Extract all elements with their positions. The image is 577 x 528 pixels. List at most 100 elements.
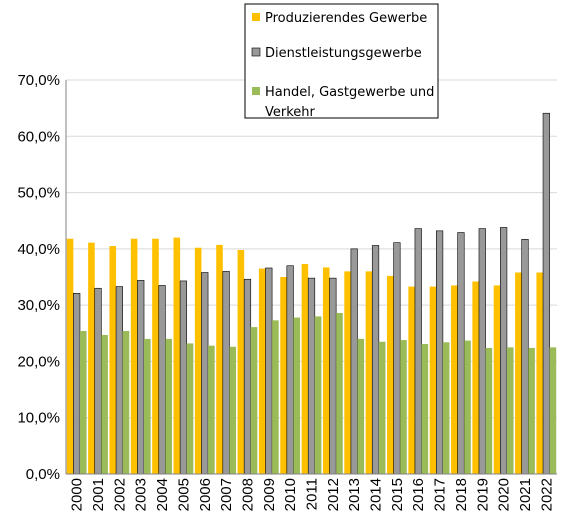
legend-label-produzierendes-gewerbe: Produzierendes Gewerbe xyxy=(265,11,427,26)
bar-produzierendes-gewerbe-2001 xyxy=(88,242,95,474)
bar-produzierendes-gewerbe-2009 xyxy=(258,268,266,474)
bar-dienstleistungsgewerbe-2000 xyxy=(73,293,81,475)
x-tick-label: 2009 xyxy=(261,478,278,511)
x-tick-label: 2008 xyxy=(239,478,256,511)
legend: Produzierendes Gewerbe Dienstleistungsge… xyxy=(244,3,439,120)
bar-handel-gastgewerbe-und-verkehr-2015 xyxy=(400,340,407,474)
legend-frame xyxy=(244,3,439,119)
y-tick-label: 10,0% xyxy=(17,410,60,427)
y-tick-label: 40,0% xyxy=(17,241,60,258)
x-tick-label: 2011 xyxy=(304,478,321,510)
bar-dienstleistungsgewerbe-2022 xyxy=(542,112,550,475)
axes xyxy=(65,80,557,475)
legend-label-handel-line1: Handel, Gastgewerbe und xyxy=(265,85,434,100)
bar-dienstleistungsgewerbe-2020 xyxy=(500,227,508,475)
bar-dienstleistungsgewerbe-2021 xyxy=(521,238,529,475)
bar-produzierendes-gewerbe-2022 xyxy=(536,272,544,474)
y-tick-label: 70,0% xyxy=(17,72,60,89)
bar-handel-gastgewerbe-und-verkehr-2017 xyxy=(442,342,450,474)
bar-produzierendes-gewerbe-2012 xyxy=(322,267,330,474)
bar-handel-gastgewerbe-und-verkehr-2018 xyxy=(464,340,471,474)
bar-produzierendes-gewerbe-2005 xyxy=(173,237,181,474)
x-tick-label: 2006 xyxy=(197,478,214,511)
bar-handel-gastgewerbe-und-verkehr-2016 xyxy=(421,343,429,474)
bar-handel-gastgewerbe-und-verkehr-2001 xyxy=(101,334,108,474)
bar-produzierendes-gewerbe-2004 xyxy=(152,238,159,474)
bar-produzierendes-gewerbe-2000 xyxy=(66,238,74,474)
x-tick-label: 2004 xyxy=(154,478,171,511)
legend-label-handel-line2: Verkehr xyxy=(265,105,316,120)
bar-dienstleistungsgewerbe-2015 xyxy=(393,242,401,475)
y-tick-label: 30,0% xyxy=(17,297,60,314)
bar-dienstleistungsgewerbe-2007 xyxy=(222,271,230,475)
bar-dienstleistungsgewerbe-2006 xyxy=(201,272,209,475)
bar-handel-gastgewerbe-und-verkehr-2007 xyxy=(229,346,237,474)
bar-handel-gastgewerbe-und-verkehr-2014 xyxy=(378,341,386,474)
bar-produzierendes-gewerbe-2013 xyxy=(344,271,351,474)
bar-dienstleistungsgewerbe-2016 xyxy=(414,228,422,475)
bar-handel-gastgewerbe-und-verkehr-2009 xyxy=(272,320,279,474)
bar-handel-gastgewerbe-und-verkehr-2006 xyxy=(208,345,215,474)
x-tick-label: 2002 xyxy=(111,478,128,511)
bar-produzierendes-gewerbe-2020 xyxy=(493,285,501,474)
bar-dienstleistungsgewerbe-2008 xyxy=(243,278,252,475)
bar-dienstleistungsgewerbe-2010 xyxy=(286,265,294,475)
y-tick-label: 0,0% xyxy=(26,466,60,483)
bars xyxy=(66,112,557,475)
bar-dienstleistungsgewerbe-2005 xyxy=(179,280,188,475)
x-tick-labels: 2000 2001 2002 2003 2004 2005 2006 2007 2008 2009… xyxy=(69,478,556,511)
bar-produzierendes-gewerbe-2007 xyxy=(216,244,223,474)
bar-handel-gastgewerbe-und-verkehr-2000 xyxy=(79,331,87,474)
legend-label-handel: Handel, Gastgewerbe und Verkehr xyxy=(265,85,439,120)
bar-dienstleistungsgewerbe-2002 xyxy=(115,286,123,475)
x-tick-label: 2017 xyxy=(432,478,449,511)
bar-produzierendes-gewerbe-2006 xyxy=(194,247,202,474)
x-tick-label: 2013 xyxy=(346,478,363,511)
bar-produzierendes-gewerbe-2018 xyxy=(451,285,458,474)
bar-produzierendes-gewerbe-2017 xyxy=(429,286,437,474)
x-tick-label: 2001 xyxy=(90,478,107,511)
x-tick-label: 2021 xyxy=(517,478,534,511)
y-tick-label: 60,0% xyxy=(17,128,60,145)
bar-dienstleistungsgewerbe-2009 xyxy=(265,267,273,475)
bar-produzierendes-gewerbe-2016 xyxy=(408,286,415,474)
bar-handel-gastgewerbe-und-verkehr-2008 xyxy=(250,327,258,474)
x-tick-label: 2012 xyxy=(325,478,342,511)
bar-dienstleistungsgewerbe-2013 xyxy=(350,248,358,475)
x-tick-label: 2022 xyxy=(538,478,555,511)
bar-dienstleistungsgewerbe-2017 xyxy=(435,230,444,475)
x-tick-label: 2010 xyxy=(282,478,299,511)
bar-dienstleistungsgewerbe-2019 xyxy=(478,228,486,475)
bar-handel-gastgewerbe-und-verkehr-2020 xyxy=(506,347,514,474)
bar-handel-gastgewerbe-und-verkehr-2010 xyxy=(293,317,301,474)
y-tick-label: 50,0% xyxy=(17,185,60,202)
legend-label-dienstleistungsgewerbe: Dienstleistungsgewerbe xyxy=(265,46,422,61)
bar-produzierendes-gewerbe-2003 xyxy=(130,238,138,474)
x-tick-label: 2020 xyxy=(496,478,513,511)
bar-dienstleistungsgewerbe-2012 xyxy=(329,277,337,475)
x-tick-label: 2000 xyxy=(69,478,86,511)
bar-produzierendes-gewerbe-2008 xyxy=(237,249,245,474)
bar-handel-gastgewerbe-und-verkehr-2005 xyxy=(186,343,194,474)
x-tick-label: 2015 xyxy=(389,478,406,511)
bar-produzierendes-gewerbe-2011 xyxy=(301,264,309,474)
legend-swatch-produzierendes-gewerbe xyxy=(252,13,260,21)
x-tick-label: 2019 xyxy=(474,478,491,511)
bar-produzierendes-gewerbe-2015 xyxy=(386,275,394,474)
x-tick-label: 2016 xyxy=(410,478,427,511)
bar-handel-gastgewerbe-und-verkehr-2012 xyxy=(336,313,343,474)
bar-produzierendes-gewerbe-2010 xyxy=(280,277,287,474)
bar-dienstleistungsgewerbe-2004 xyxy=(158,285,166,475)
y-tick-label: 20,0% xyxy=(17,353,60,370)
bar-produzierendes-gewerbe-2019 xyxy=(472,281,479,474)
bar-handel-gastgewerbe-und-verkehr-2003 xyxy=(144,338,151,474)
x-tick-label: 2018 xyxy=(453,478,470,511)
bar-dienstleistungsgewerbe-2014 xyxy=(371,245,380,475)
x-tick-label: 2003 xyxy=(133,478,150,511)
bar-handel-gastgewerbe-und-verkehr-2002 xyxy=(122,331,130,474)
bar-handel-gastgewerbe-und-verkehr-2013 xyxy=(357,338,365,474)
bar-handel-gastgewerbe-und-verkehr-2004 xyxy=(165,338,172,474)
bar-handel-gastgewerbe-und-verkehr-2011 xyxy=(314,316,322,474)
bar-dienstleistungsgewerbe-2011 xyxy=(307,277,316,475)
